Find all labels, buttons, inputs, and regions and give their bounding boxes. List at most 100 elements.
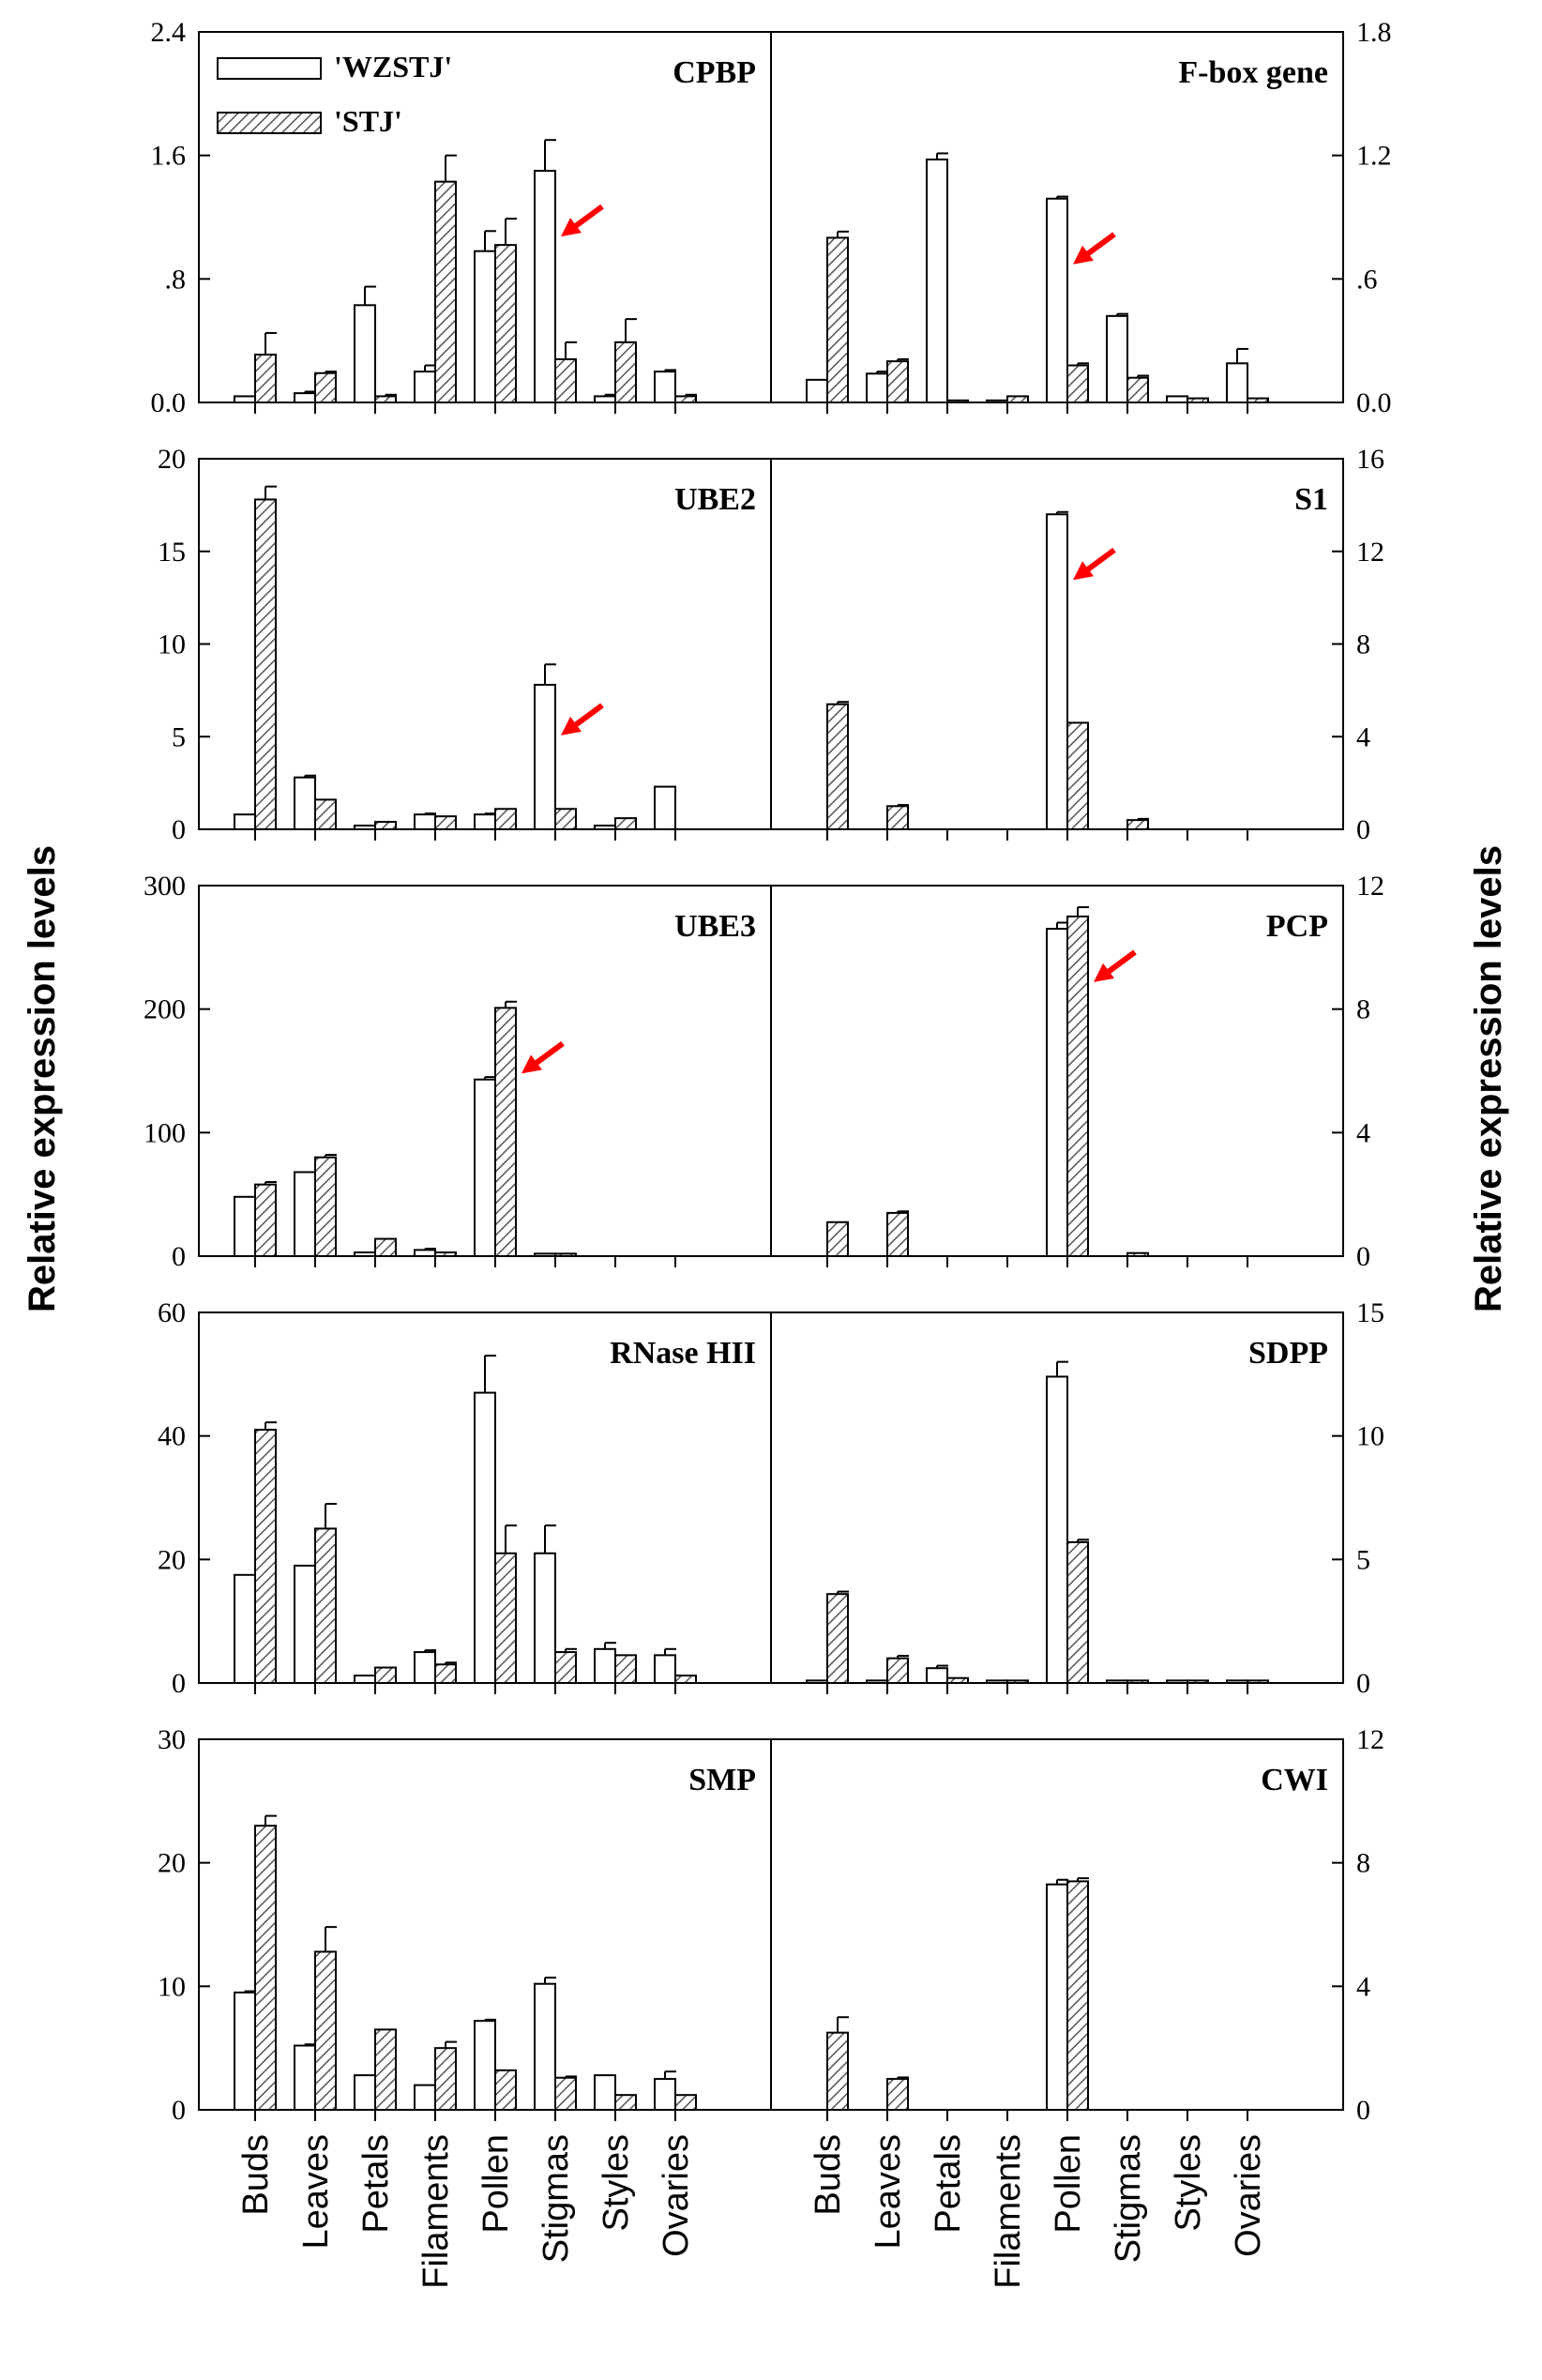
panel-cpbp-y-tick-label: 2.4 xyxy=(151,17,187,48)
panel-cpbp-bar-stj-pollen xyxy=(494,244,517,403)
panel-rnase-hii-bar-wzstj-buds xyxy=(234,1573,256,1684)
panel-s1-bar-wzstj-pollen xyxy=(1046,513,1068,830)
panel-sdpp-bar-stj-stigmas xyxy=(1126,1679,1149,1685)
panel-f-box-gene-bar-wzstj-filaments xyxy=(986,399,1008,403)
panel-ube2-bar-stj-filaments xyxy=(434,815,457,830)
panel-s1-arrow xyxy=(1073,547,1116,581)
panel-f-box-gene-bar-stj-petals xyxy=(946,399,969,403)
panel-ube2-bar-wzstj-styles xyxy=(594,825,616,830)
panel-ube2-bar-wzstj-buds xyxy=(234,813,256,831)
panel-sdpp-bar-wzstj-styles xyxy=(1166,1679,1188,1685)
panel-cpbp-bar-stj-styles xyxy=(614,341,637,403)
panel-ube3-title: UBE3 xyxy=(674,909,756,944)
panel-f-box-gene-bar-stj-filaments xyxy=(1006,395,1029,403)
panel-rnase-hii-bar-wzstj-stigmas xyxy=(534,1552,556,1684)
panel-smp-bar-wzstj-buds xyxy=(234,1991,256,2112)
panel-f-box-gene-y-tick-label: .6 xyxy=(1356,264,1378,295)
legend-swatch-stj xyxy=(217,112,322,134)
panel-sdpp-bar-stj-leaves xyxy=(886,1657,909,1684)
panel-rnase-hii-title: RNase HII xyxy=(610,1336,756,1371)
panel-pcp-bar-wzstj-pollen xyxy=(1046,928,1068,1257)
panel-smp-bar-stj-leaves xyxy=(314,1950,337,2111)
panel-rnase-hii-bar-stj-petals xyxy=(374,1666,397,1684)
panel-smp-bar-wzstj-styles xyxy=(594,2074,616,2111)
panel-sdpp-y-tick-label: 5 xyxy=(1356,1544,1370,1575)
panel-pcp-title: PCP xyxy=(1266,909,1328,944)
panel-f-box-gene-arrow-head xyxy=(1073,245,1094,265)
category-label-pollen: Pollen xyxy=(1049,2134,1088,2234)
panel-pcp-bar-stj-pollen xyxy=(1066,915,1089,1258)
panel-cpbp-bar-stj-petals xyxy=(374,395,397,403)
panel-f-box-gene-bar-stj-ovaries xyxy=(1247,397,1269,404)
panel-cpbp-bar-wzstj-ovaries xyxy=(654,371,676,404)
panel-smp-bar-wzstj-petals xyxy=(354,2074,376,2111)
panel-rnase-hii-bar-stj-filaments xyxy=(434,1663,457,1684)
category-label-stigmas: Stigmas xyxy=(537,2134,576,2263)
panel-rnase-hii-y-tick-label: 60 xyxy=(158,1297,186,1328)
panel-rnase-hii-bar-stj-buds xyxy=(254,1429,277,1685)
panel-pcp-y-tick-label: 12 xyxy=(1356,871,1384,902)
panel-cpbp-bar-wzstj-styles xyxy=(594,395,616,403)
panel-s1-bar-stj-pollen xyxy=(1066,721,1089,830)
panel-smp-bar-wzstj-ovaries xyxy=(654,2078,676,2111)
panel-sdpp-bar-stj-styles xyxy=(1187,1679,1209,1685)
panel-cwi-y-tick-label: 12 xyxy=(1356,1724,1384,1755)
category-label-stigmas: Stigmas xyxy=(1109,2134,1148,2263)
panel-ube2-bar-wzstj-leaves xyxy=(294,776,316,831)
panel-ube3-y-tick-label: 0 xyxy=(172,1241,186,1272)
panel-rnase-hii-bar-stj-ovaries xyxy=(674,1675,697,1684)
panel-ube2-bar-wzstj-petals xyxy=(354,825,376,830)
panel-cpbp-bar-stj-leaves xyxy=(314,371,337,403)
panel-ube3-bar-wzstj-filaments xyxy=(414,1249,436,1257)
panel-smp-y-tick-label: 10 xyxy=(158,1971,186,2002)
panel-ube2-bar-stj-pollen xyxy=(494,808,517,831)
panel-rnase-hii-y-tick-label: 0 xyxy=(172,1668,186,1699)
panel-smp-title: SMP xyxy=(688,1763,756,1797)
panel-rnase-hii-bar-wzstj-leaves xyxy=(294,1564,316,1684)
axis-labels: 0.0 .8 1.6 2.4 CPBP 0.0 .6 1.2 1.8 F-box gene 0 5 10… xyxy=(144,17,1392,2289)
panel-smp-bar-stj-filaments xyxy=(434,2047,457,2112)
panel-sdpp-bar-wzstj-stigmas xyxy=(1106,1679,1128,1685)
panel-ube3-y-tick-label: 100 xyxy=(144,1117,186,1148)
panel-s1-bar-stj-leaves xyxy=(886,805,909,830)
panel-f-box-gene-bar-stj-stigmas xyxy=(1126,376,1149,403)
panel-f-box-gene-arrow xyxy=(1073,232,1116,265)
panel-cpbp-bar-wzstj-filaments xyxy=(414,371,436,404)
panel-ube2-bar-stj-buds xyxy=(254,498,277,830)
panel-cpbp-bar-wzstj-leaves xyxy=(294,392,316,403)
panel-rnase-hii-bar-wzstj-petals xyxy=(354,1675,376,1684)
panel-sdpp-bar-stj-buds xyxy=(826,1593,849,1684)
panel-smp-bar-stj-pollen xyxy=(494,2069,517,2112)
panel-ube3-bar-stj-stigmas xyxy=(554,1252,577,1258)
panel-ube2-title: UBE2 xyxy=(674,482,756,517)
panel-cwi-y-tick-label: 4 xyxy=(1356,1971,1370,2002)
panel-pcp-y-tick-label: 8 xyxy=(1356,994,1370,1025)
category-label-petals: Petals xyxy=(929,2134,968,2234)
panel-smp-bar-stj-styles xyxy=(614,2094,637,2111)
panel-ube3-arrow-head xyxy=(522,1054,542,1074)
panel-ube3-bar-stj-buds xyxy=(254,1183,277,1257)
panel-ube2-bar-stj-stigmas xyxy=(554,808,577,831)
panel-smp-bar-wzstj-stigmas xyxy=(534,1982,556,2111)
panel-f-box-gene-bar-wzstj-leaves xyxy=(866,372,888,403)
panel-rnase-hii-bar-stj-leaves xyxy=(314,1527,337,1684)
panel-smp-bar-wzstj-filaments xyxy=(414,2084,436,2112)
panel-cpbp-bar-wzstj-stigmas xyxy=(534,170,556,403)
panel-ube3-arrow xyxy=(522,1040,565,1074)
y-axis-label-right: Relative expression levels xyxy=(1468,845,1509,1312)
panel-cpbp-arrow xyxy=(561,204,604,237)
panel-sdpp-bar-stj-filaments xyxy=(1006,1679,1029,1685)
panel-pcp-arrow xyxy=(1094,949,1137,982)
panel-ube2-y-tick-label: 20 xyxy=(158,444,186,475)
panel-sdpp-y-tick-label: 0 xyxy=(1356,1668,1370,1699)
panel-rnase-hii-bar-wzstj-styles xyxy=(594,1647,616,1684)
panel-smp-bar-stj-ovaries xyxy=(674,2094,697,2111)
panel-cpbp-y-tick-label: .8 xyxy=(165,264,187,295)
panel-f-box-gene-bar-stj-buds xyxy=(826,236,849,403)
panel-sdpp-title: SDPP xyxy=(1248,1336,1328,1371)
panel-ube3-bar-stj-leaves xyxy=(314,1156,337,1257)
category-label-pollen: Pollen xyxy=(476,2134,516,2234)
panel-s1-bar-stj-buds xyxy=(826,703,849,830)
legend-label-stj: 'STJ' xyxy=(334,104,402,138)
panel-rnase-hii-bar-wzstj-ovaries xyxy=(654,1654,676,1684)
